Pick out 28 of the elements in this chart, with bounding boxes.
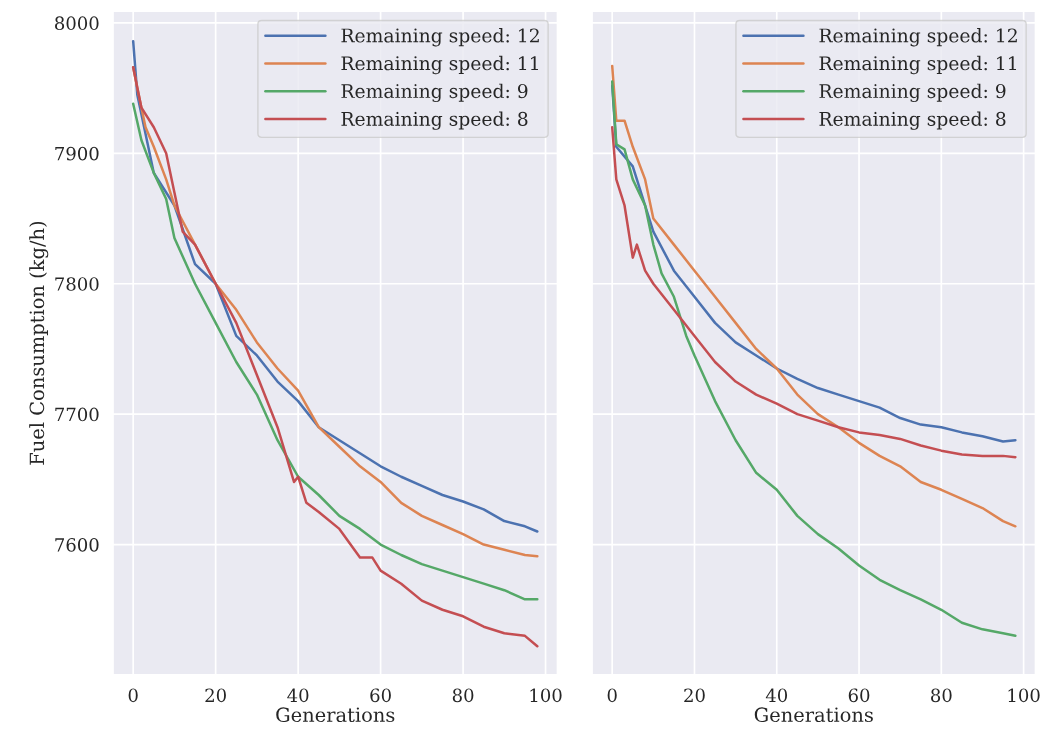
legend-label: Remaining speed: 9 (341, 83, 528, 103)
y-tick-label: 7600 (55, 538, 99, 552)
x-tick-label: 40 (287, 688, 309, 703)
legend-label: Remaining speed: 11 (341, 55, 538, 75)
x-tick-label: 100 (1008, 688, 1040, 703)
legend-label: Remaining speed: 12 (819, 28, 1017, 47)
x-tick-label: 20 (684, 688, 705, 703)
legend-label: Remaining speed: 11 (819, 55, 1016, 75)
x-tick-label: 0 (607, 688, 617, 703)
legend-label: Remaining speed: 12 (341, 28, 539, 47)
x-tick-label: 100 (530, 688, 562, 703)
x-tick-label: 60 (370, 688, 391, 703)
x-tick-label: 20 (205, 688, 226, 703)
y-axis-title: Fuel Consumption (kg/h) (29, 221, 49, 465)
y-tick-label: 8000 (55, 16, 99, 31)
y-tick-label: 7700 (55, 407, 99, 422)
x-tick-label: 60 (848, 688, 870, 703)
x-axis-title: Generations (754, 707, 873, 723)
x-tick-label: 40 (765, 688, 788, 703)
x-axis-title: Generations (276, 707, 395, 723)
legend-label: Remaining speed: 8 (341, 111, 528, 130)
x-tick-label: 0 (128, 688, 138, 703)
legend-label: Remaining speed: 8 (819, 111, 1006, 130)
y-tick-label: 7800 (55, 277, 99, 291)
legend-label: Remaining speed: 9 (819, 83, 1006, 103)
y-tick-label: 7900 (55, 146, 99, 161)
x-tick-label: 80 (452, 688, 474, 703)
x-tick-label: 80 (931, 688, 952, 703)
